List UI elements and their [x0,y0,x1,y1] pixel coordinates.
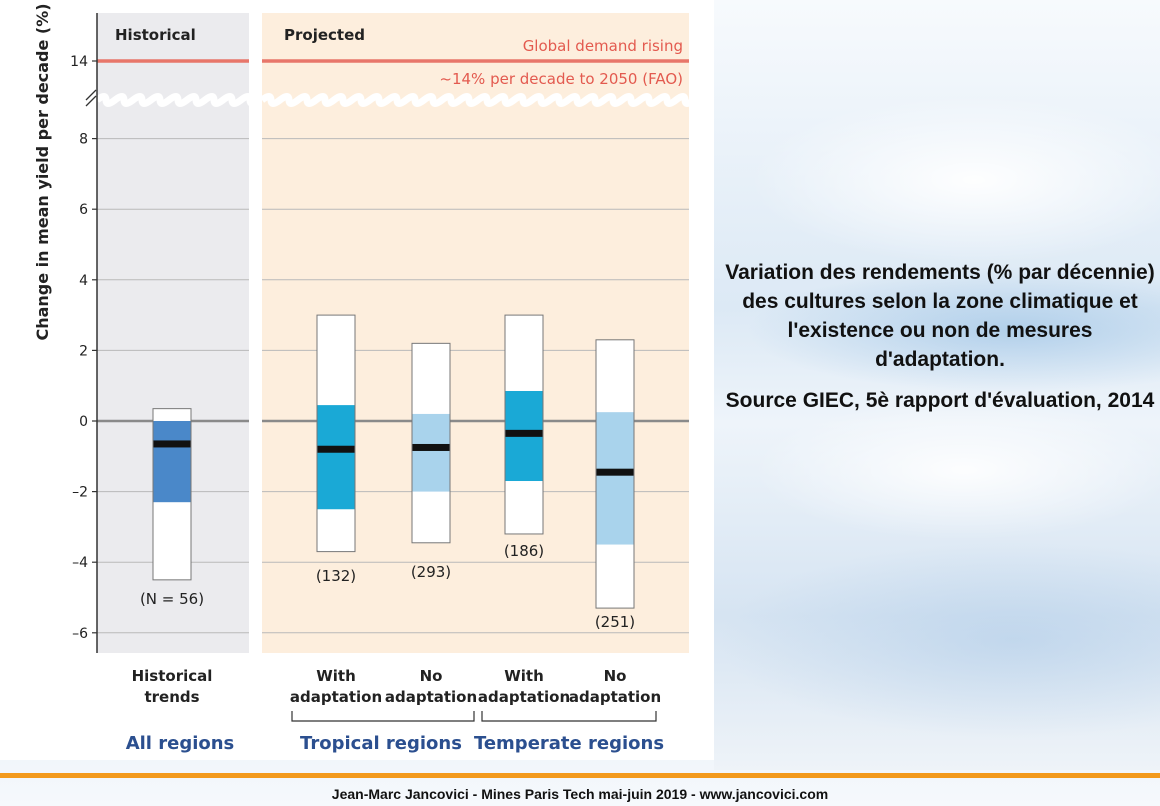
y-tick-label: 0 [79,414,88,430]
x-category-label-1: No [604,667,627,685]
y-tick-label: 8 [79,132,88,148]
slide-background [714,0,1160,770]
box-interquartile [317,405,355,510]
axis-break-wave [259,93,697,107]
box-n-label: (132) [316,567,356,585]
y-tick-label: 6 [79,202,88,218]
box-median [596,468,634,476]
box-n-label: (293) [411,563,451,581]
box-interquartile [412,413,450,492]
y-tick-label: –4 [72,555,88,571]
reference-label-1: Global demand rising [523,37,683,55]
y-tick-label: 4 [79,273,88,289]
yield-change-chart: Historical Projected Global demand rising ~… [33,3,697,754]
x-category-label-2: adaptation [478,688,570,706]
box-interquartile [153,421,191,503]
x-category-label-2: adaptation [290,688,382,706]
x-category-label-1: No [420,667,443,685]
group-label: Temperate regions [474,733,664,754]
temperate-bracket [481,711,657,722]
y-tick-label: –6 [72,626,88,642]
footer-credit: Jean-Marc Jancovici - Mines Paris Tech m… [331,786,829,802]
x-category-label-1: With [316,667,356,685]
x-category-label-1: Historical [132,667,213,685]
axis-break-wave [94,93,262,107]
historical-panel-title: Historical [115,26,196,44]
box-median [153,440,191,448]
group-label: Tropical regions [300,733,462,754]
box-median [505,429,543,437]
box-n-label: (N = 56) [140,590,204,608]
x-category-label-2: adaptation [569,688,661,706]
caption-source: Source GIEC, 5è rapport d'évaluation, 20… [725,389,1155,412]
footer-divider [0,773,1160,778]
y-axis-label: Change in mean yield per decade (%) [33,3,52,340]
x-category-label-2: trends [144,688,199,706]
y-tick-label: –2 [72,485,88,501]
box-n-label: (251) [595,613,635,631]
y-tick-label: 14 [70,54,88,70]
box-median [412,443,450,451]
x-category-label-1: With [504,667,544,685]
reference-label-2: ~14% per decade to 2050 (FAO) [439,70,683,88]
caption-description: Variation des rendements (% par décennie… [725,261,1155,371]
projected-panel-title: Projected [284,26,365,44]
box-n-label: (186) [504,542,544,560]
slide-caption: Variation des rendements (% par décennie… [722,258,1158,427]
tropical-bracket [291,711,475,722]
group-label: All regions [126,733,235,754]
y-axis-break-mark [85,89,97,107]
figure-panel: Historical Projected Global demand rising ~… [33,3,697,754]
x-category-label-2: adaptation [385,688,477,706]
box-interquartile [596,412,634,545]
y-tick-label: 2 [79,343,88,359]
box-median [317,445,355,453]
